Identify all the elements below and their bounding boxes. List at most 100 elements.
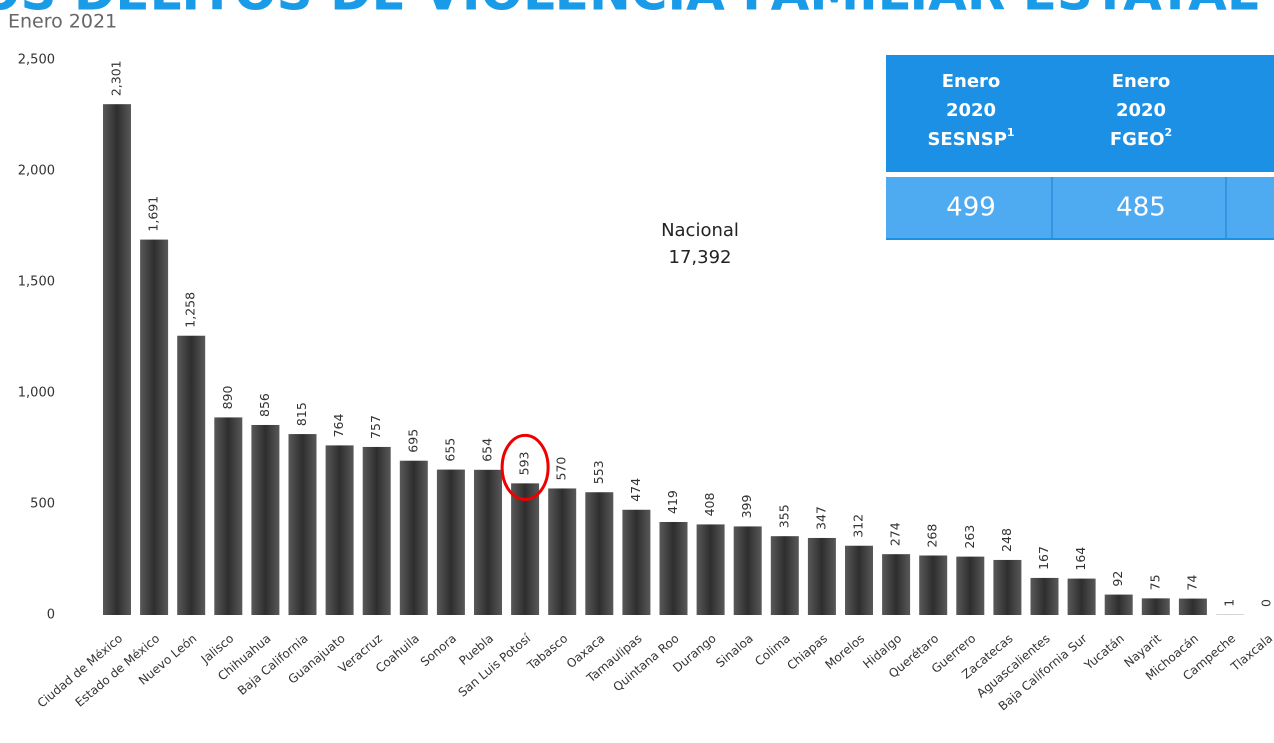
x-tick-label: Yucatán [1081, 631, 1127, 673]
value-label: 1,258 [183, 292, 198, 328]
bar [140, 239, 169, 615]
table-header: SESNSP1 [927, 126, 1014, 150]
table-value: 499 [946, 193, 996, 223]
bar [993, 559, 1022, 615]
bar [511, 483, 540, 615]
value-label: 2,301 [109, 60, 124, 96]
table-header: 2020 [946, 100, 996, 121]
table-value: 485 [1116, 193, 1166, 223]
bar [1178, 598, 1207, 615]
bar [585, 492, 614, 615]
value-label: 695 [405, 429, 420, 453]
value-label: 419 [665, 490, 680, 514]
table-header: FGEO2 [1110, 126, 1172, 150]
bar [919, 555, 948, 615]
table-header-text: Enero [1112, 71, 1171, 92]
value-label: 553 [591, 460, 606, 484]
value-label: 274 [888, 522, 903, 546]
table-header: Enero [942, 71, 1001, 92]
table-header: 2020 [1116, 100, 1166, 121]
value-label: 474 [628, 478, 643, 502]
y-tick-label: 2,500 [18, 53, 55, 68]
bar [1104, 594, 1133, 615]
bar [177, 335, 206, 615]
x-tick-label: Sonora [418, 631, 459, 669]
table [886, 55, 1274, 240]
bar [362, 446, 391, 615]
bar [696, 524, 725, 615]
chart-title: OS DELITOS DE VIOLENCIA FAMILIAR ESTATAL [0, 0, 1259, 22]
value-label: 0 [1259, 599, 1274, 607]
bar [770, 536, 799, 615]
value-label: 263 [962, 525, 977, 549]
bar [1030, 577, 1059, 615]
value-label: 92 [1110, 571, 1125, 587]
y-tick-label: 500 [30, 497, 55, 512]
value-label: 890 [220, 386, 235, 410]
bar [251, 424, 280, 615]
value-label: 764 [331, 413, 346, 437]
value-label: 408 [702, 493, 717, 517]
x-tick-label: Morelos [822, 631, 867, 672]
bar [733, 526, 762, 615]
highlight-circle [500, 433, 550, 501]
table-header-note: 2 [1165, 126, 1173, 139]
bar [288, 434, 317, 615]
value-label: 856 [257, 393, 272, 417]
bar [659, 521, 688, 615]
value-label: 268 [925, 524, 940, 548]
value-label: 355 [776, 504, 791, 528]
table-header-note: 1 [1007, 126, 1015, 139]
value-label: 815 [294, 402, 309, 426]
table-header-text: 2020 [946, 100, 996, 121]
annotation-value: 17,392 [669, 247, 732, 268]
value-label: 248 [999, 528, 1014, 552]
value-label: 167 [1036, 546, 1051, 570]
value-label: 399 [739, 495, 754, 519]
value-label: 593 [517, 451, 532, 475]
value-label: 164 [1073, 547, 1088, 571]
value-label: 1,691 [146, 196, 161, 232]
table-header-text: SESNSP [927, 129, 1006, 150]
chart-subtitle: Enero 2021 [8, 11, 117, 33]
bar [622, 509, 651, 615]
bar [214, 417, 243, 615]
table-header-text: FGEO [1110, 129, 1165, 150]
bar [1141, 598, 1170, 615]
table-separator [886, 172, 1274, 177]
value-label: 654 [480, 438, 495, 462]
x-tick-label: Sinaloa [713, 631, 756, 670]
table-header-text: Enero [942, 71, 1001, 92]
bar [882, 554, 911, 615]
bar [1067, 578, 1096, 615]
value-label: 74 [1184, 575, 1199, 591]
table-header-text: 2020 [1116, 100, 1166, 121]
annotation-label: Nacional [661, 220, 739, 241]
bar [548, 488, 577, 615]
bar [103, 104, 131, 615]
value-label: 655 [442, 438, 457, 462]
table-header: Enero [1112, 71, 1171, 92]
value-label: 570 [554, 457, 569, 481]
x-tick-label: Chiapas [784, 631, 830, 673]
bar [325, 445, 354, 615]
table-row [886, 177, 1274, 238]
bar [436, 469, 465, 615]
y-tick-label: 2,000 [18, 164, 55, 179]
value-label: 75 [1147, 574, 1162, 590]
y-tick-label: 0 [47, 608, 55, 623]
bar [807, 537, 836, 615]
bar [956, 556, 985, 615]
value-label: 312 [851, 514, 866, 538]
y-tick-label: 1,000 [18, 386, 55, 401]
value-label: 347 [813, 506, 828, 530]
bar [474, 469, 502, 615]
value-label: 757 [368, 415, 383, 439]
value-label: 1 [1222, 599, 1237, 607]
bar [845, 545, 873, 615]
y-tick-label: 1,500 [18, 275, 55, 290]
x-tick-label: Tabasco [524, 631, 570, 673]
bar [399, 460, 428, 615]
